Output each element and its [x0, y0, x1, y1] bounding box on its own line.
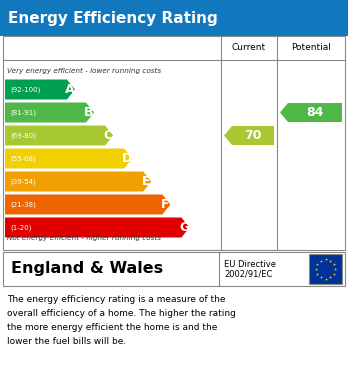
Text: F: F: [161, 198, 169, 211]
Bar: [309, 254, 342, 284]
Text: Not energy efficient - higher running costs: Not energy efficient - higher running co…: [7, 235, 161, 241]
Polygon shape: [5, 126, 113, 145]
Bar: [0, 0, 348, 36]
Polygon shape: [224, 126, 274, 145]
Text: England & Wales: England & Wales: [11, 262, 163, 276]
Text: (21-38): (21-38): [10, 201, 36, 208]
Text: Energy Efficiency Rating: Energy Efficiency Rating: [8, 11, 218, 25]
Text: Current: Current: [232, 43, 266, 52]
Text: B: B: [84, 106, 94, 119]
Bar: [3, 252, 345, 286]
Polygon shape: [5, 149, 132, 169]
Text: A: A: [65, 83, 75, 96]
Polygon shape: [5, 102, 94, 122]
Text: G: G: [179, 221, 190, 234]
Text: D: D: [122, 152, 132, 165]
Polygon shape: [5, 79, 75, 99]
Text: 2002/91/EC: 2002/91/EC: [224, 270, 272, 279]
Text: (1-20): (1-20): [10, 224, 31, 231]
Text: Very energy efficient - lower running costs: Very energy efficient - lower running co…: [7, 68, 161, 74]
Polygon shape: [5, 172, 151, 192]
Text: (55-68): (55-68): [10, 155, 36, 162]
Text: C: C: [104, 129, 113, 142]
Text: E: E: [142, 175, 151, 188]
Text: The energy efficiency rating is a measure of the
overall efficiency of a home. T: The energy efficiency rating is a measur…: [7, 295, 236, 346]
Text: (39-54): (39-54): [10, 178, 36, 185]
Polygon shape: [280, 103, 342, 122]
Polygon shape: [5, 194, 171, 215]
Text: (69-80): (69-80): [10, 132, 36, 139]
Text: (81-91): (81-91): [10, 109, 36, 116]
Text: 70: 70: [244, 129, 262, 142]
Text: EU Directive: EU Directive: [224, 260, 276, 269]
Polygon shape: [5, 217, 189, 237]
Text: 84: 84: [306, 106, 324, 119]
Bar: [3, 36, 345, 250]
Text: (92-100): (92-100): [10, 86, 40, 93]
Text: Potential: Potential: [291, 43, 331, 52]
